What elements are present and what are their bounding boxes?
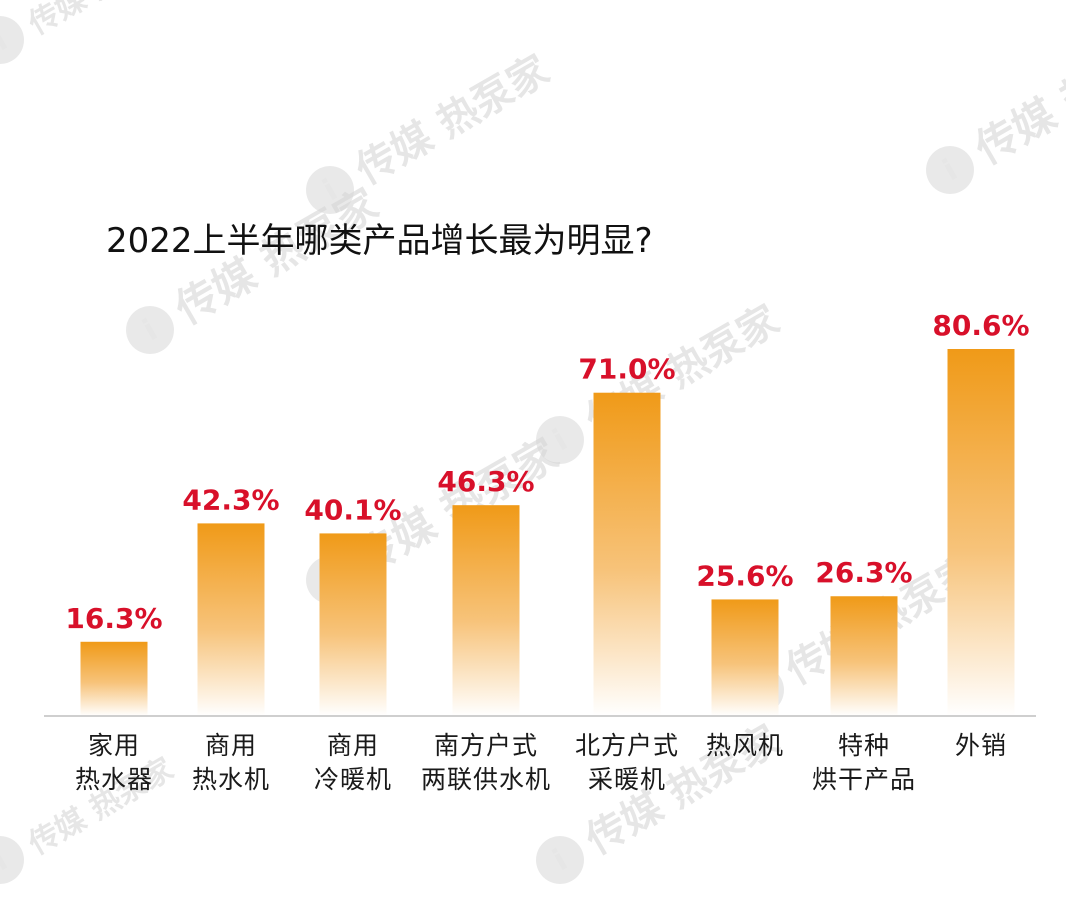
category-label-4: 南方户式两联供水机 (421, 731, 551, 794)
watermark-circle-icon (536, 416, 584, 464)
watermark-logo: i传媒 热泵家 (0, 0, 179, 64)
watermark-circle-icon (126, 306, 174, 354)
category-label-3: 商用冷暖机 (314, 731, 392, 794)
watermark-circle-icon (0, 836, 24, 884)
watermark-text: 传媒 热泵家 (348, 47, 557, 194)
bar-5 (593, 392, 661, 716)
bar-7 (830, 596, 898, 716)
category-label-line: 外销 (955, 731, 1007, 760)
category-label-line: 两联供水机 (421, 765, 551, 794)
category-label-line: 商用 (205, 731, 257, 760)
category-label-8: 外销 (955, 731, 1007, 760)
value-label-6: 25.6% (696, 559, 793, 592)
value-label-5: 71.0% (578, 353, 675, 386)
bar-4 (452, 505, 520, 716)
category-label-line: 南方户式 (434, 731, 538, 760)
value-label-4: 46.3% (437, 465, 534, 498)
category-label-5: 北方户式采暖机 (575, 731, 679, 794)
category-label-line: 特种 (838, 731, 890, 760)
value-label-7: 26.3% (815, 556, 912, 589)
category-label-line: 家用 (88, 731, 140, 760)
watermark-circle-icon (926, 146, 974, 194)
category-label-6: 热风机 (706, 731, 784, 760)
value-label-8: 80.6% (932, 309, 1029, 342)
category-label-7: 特种烘干产品 (812, 731, 916, 794)
bar-1 (80, 641, 148, 716)
category-label-line: 北方户式 (575, 731, 679, 760)
category-label-line: 热水器 (75, 765, 153, 794)
watermark-circle-icon (0, 16, 24, 64)
bar-3 (319, 533, 387, 716)
category-label-1: 家用热水器 (75, 731, 153, 794)
category-label-line: 采暖机 (588, 765, 666, 794)
category-label-line: 商用 (327, 731, 379, 760)
value-label-3: 40.1% (304, 493, 401, 526)
value-labels: 16.3% 42.3% 40.1% 46.3% 71.0% 25.6% 26.3% 80.6% (65, 309, 1029, 635)
watermark-circle-icon (536, 836, 584, 884)
category-label-line: 热水机 (192, 765, 270, 794)
value-label-1: 16.3% (65, 602, 162, 635)
value-label-2: 42.3% (182, 483, 279, 516)
bars (80, 349, 1015, 716)
watermark-text: 传媒 热泵家 (966, 19, 1066, 174)
category-label-line: 冷暖机 (314, 765, 392, 794)
category-label-2: 商用热水机 (192, 731, 270, 794)
bar-2 (197, 523, 265, 716)
watermark-text: 传媒 热泵家 (22, 0, 179, 43)
category-label-line: 烘干产品 (812, 765, 916, 794)
bar-8 (947, 349, 1015, 716)
bar-6 (711, 599, 779, 716)
category-label-line: 热风机 (706, 731, 784, 760)
watermark-circle-icon (306, 166, 354, 214)
chart-title: 2022上半年哪类产品增长最为明显? (106, 221, 653, 261)
